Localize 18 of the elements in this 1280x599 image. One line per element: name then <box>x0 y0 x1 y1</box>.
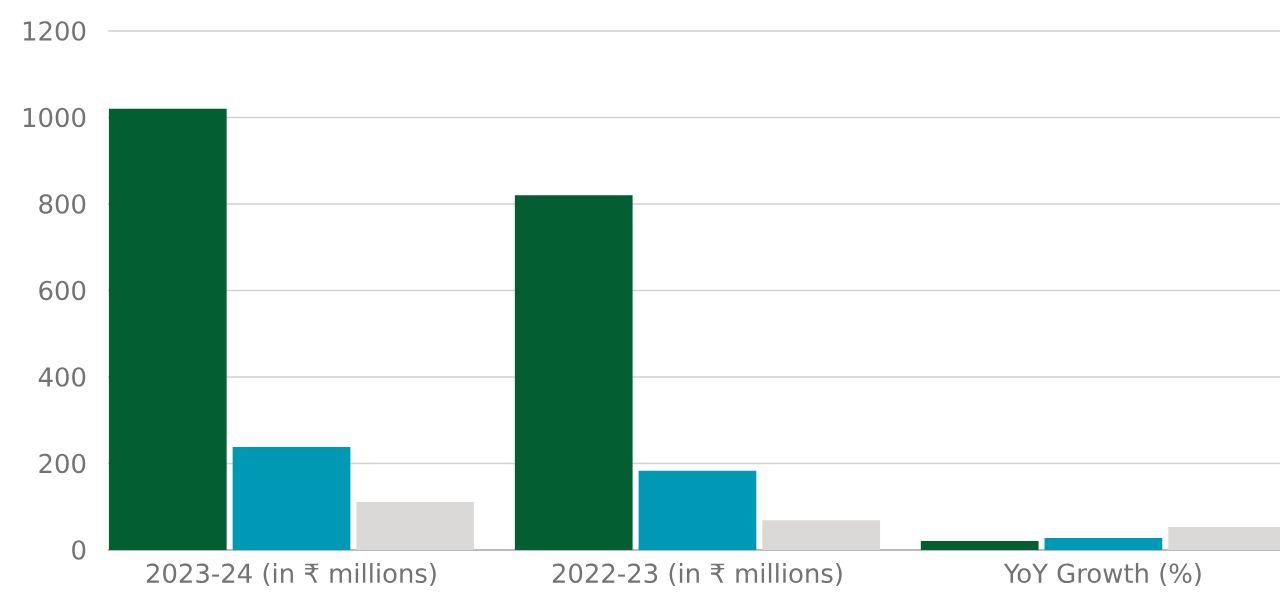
x-tick-label: 2022-23 (in ₹ millions) <box>552 563 842 587</box>
y-tick-label: 1000 <box>23 107 86 128</box>
y-tick-label: 0 <box>72 540 86 560</box>
bar <box>514 195 633 550</box>
x-tick-label: 2023-24 (in ₹ millions) <box>146 563 436 587</box>
y-tick-label: 800 <box>39 194 86 214</box>
bar <box>762 520 881 550</box>
bar <box>232 447 351 550</box>
y-tick-label: 200 <box>39 453 86 474</box>
y-tick-label: 600 <box>39 280 86 301</box>
bar <box>108 108 227 550</box>
bar <box>1044 537 1163 550</box>
bar <box>638 470 757 550</box>
bar <box>920 540 1039 550</box>
bar <box>356 501 475 550</box>
y-tick-label: 1200 <box>23 21 86 41</box>
x-tick-label: YoY Growth (%) <box>1003 563 1201 587</box>
y-tick-label: 400 <box>38 367 86 387</box>
